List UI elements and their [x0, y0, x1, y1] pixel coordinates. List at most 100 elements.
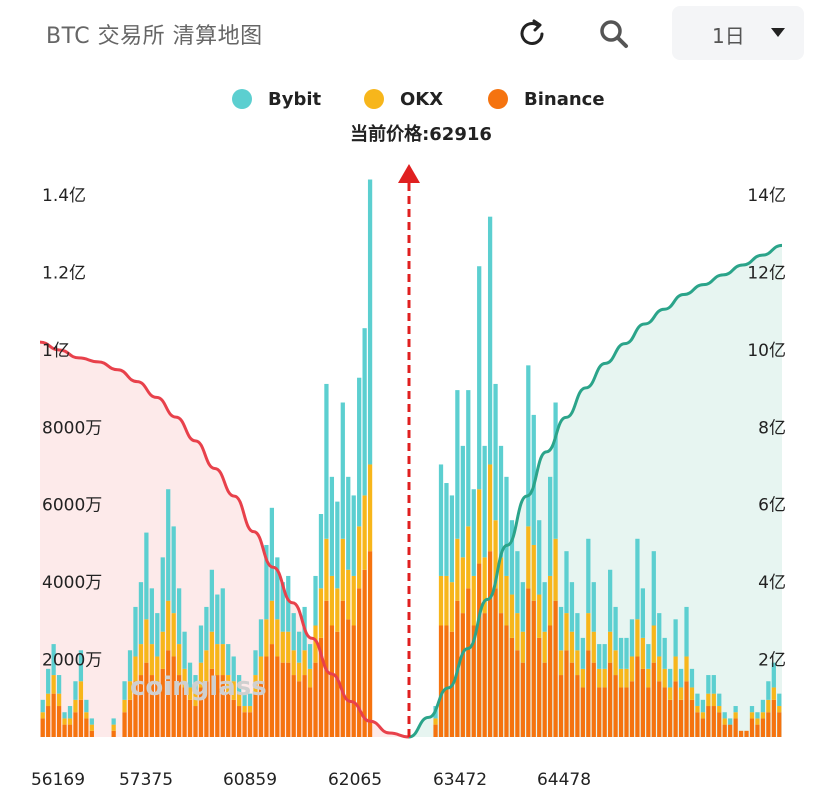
bar-okx	[733, 712, 738, 719]
bar-binance	[771, 699, 776, 737]
bar-bybit	[247, 693, 253, 707]
bar-okx	[62, 718, 67, 725]
bar-okx	[51, 675, 56, 694]
bar-okx	[564, 613, 569, 651]
bar-bybit	[471, 489, 476, 576]
legend-item-bybit[interactable]: Bybit	[232, 84, 321, 114]
bar-okx	[542, 631, 547, 663]
search-icon	[600, 20, 628, 48]
bar-binance	[286, 662, 291, 737]
bar-bybit	[777, 693, 782, 707]
bar-bybit	[771, 662, 776, 688]
bar-okx	[531, 544, 536, 601]
bar-binance	[613, 675, 618, 737]
bar-binance	[553, 600, 558, 737]
bar-okx	[629, 656, 635, 682]
bar-bybit	[466, 390, 471, 527]
x-tick-label: 63472	[433, 770, 487, 790]
bar-bybit	[575, 613, 580, 651]
refresh-button[interactable]	[510, 12, 554, 56]
y-right-tick-label: 10亿	[747, 341, 786, 361]
bar-binance	[602, 687, 607, 737]
bar-bybit	[569, 582, 575, 632]
bar-binance	[515, 650, 520, 737]
bar-okx	[198, 662, 204, 688]
bar-okx	[340, 538, 345, 601]
bar-okx	[575, 650, 580, 676]
bar-binance	[509, 637, 515, 737]
bar-binance	[166, 650, 171, 737]
bar-bybit	[286, 575, 291, 632]
bar-binance	[640, 668, 646, 737]
bar-okx	[651, 625, 656, 663]
bar-binance	[73, 712, 78, 737]
bar-binance	[668, 699, 673, 737]
bar-binance	[215, 675, 220, 737]
bar-okx	[624, 668, 629, 688]
legend-item-binance[interactable]: Binance	[488, 84, 605, 114]
bar-binance	[176, 675, 182, 737]
bar-binance	[231, 699, 236, 737]
bar-binance	[193, 706, 198, 737]
search-button[interactable]	[592, 12, 636, 56]
period-select[interactable]: 1日	[672, 6, 804, 60]
bar-okx	[706, 693, 711, 707]
bar-okx	[520, 631, 525, 663]
bar-bybit	[689, 668, 695, 688]
bar-binance	[171, 656, 176, 737]
bar-okx	[122, 699, 127, 713]
bar-bybit	[657, 613, 662, 657]
bar-bybit	[455, 390, 460, 539]
bar-binance	[711, 706, 716, 737]
bar-bybit	[597, 644, 602, 669]
bar-binance	[144, 662, 149, 737]
bar-binance	[466, 588, 471, 737]
bar-bybit	[176, 588, 182, 645]
bar-binance	[700, 718, 706, 737]
bar-okx	[608, 631, 613, 663]
bar-binance	[253, 693, 258, 737]
watermark-text: coinglass	[130, 672, 267, 702]
bar-binance	[646, 687, 651, 737]
long-cumulative-line	[408, 243, 783, 739]
bar-binance	[313, 662, 318, 737]
bar-binance	[138, 675, 144, 737]
bar-bybit	[547, 476, 553, 576]
bar-bybit	[182, 631, 187, 669]
bar-okx	[444, 575, 449, 626]
bar-okx	[155, 656, 160, 682]
bar-bybit	[73, 681, 78, 700]
bar-binance	[728, 724, 733, 737]
bar-bybit	[226, 644, 231, 676]
refresh-icon	[520, 19, 544, 45]
x-tick-label: 60859	[223, 770, 277, 790]
bar-binance	[597, 687, 602, 737]
bar-okx	[695, 706, 700, 713]
bar-okx	[258, 656, 264, 682]
bar-okx	[324, 538, 329, 601]
bar-okx	[471, 575, 476, 626]
bar-okx	[362, 495, 367, 570]
bar-binance	[537, 637, 542, 737]
bar-okx	[547, 575, 553, 626]
bar-okx	[237, 693, 242, 707]
bar-okx	[367, 464, 373, 552]
bar-okx	[684, 656, 689, 682]
bar-okx	[138, 644, 144, 676]
bar-binance	[695, 712, 700, 737]
bar-binance	[722, 724, 727, 737]
bar-bybit	[629, 619, 635, 657]
legend-swatch-bybit	[232, 89, 252, 109]
legend-swatch-okx	[364, 89, 384, 109]
bar-bybit	[291, 613, 296, 651]
bar-okx	[182, 668, 187, 688]
bar-bybit	[477, 266, 482, 490]
bar-okx	[171, 613, 176, 657]
bar-bybit	[580, 637, 585, 669]
bar-okx	[286, 631, 291, 663]
bar-bybit	[618, 637, 624, 669]
caret-down-icon	[771, 28, 785, 37]
bar-bybit	[264, 544, 269, 620]
legend-item-okx[interactable]: OKX	[364, 84, 443, 114]
bar-binance	[133, 681, 138, 737]
